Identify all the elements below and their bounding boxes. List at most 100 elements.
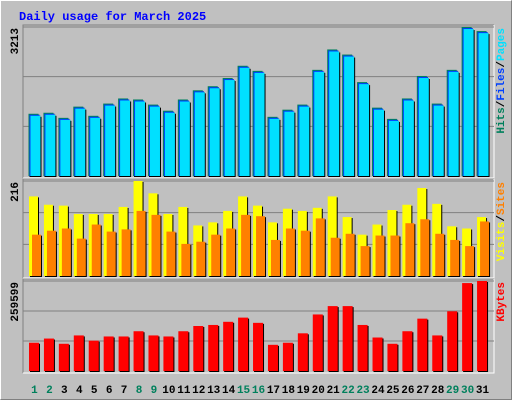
bar <box>254 72 265 176</box>
bar <box>179 101 190 176</box>
bar <box>149 106 160 176</box>
x-tick-label: 31 <box>476 385 490 397</box>
chart-title: Daily usage for March 2025 <box>19 10 206 24</box>
bar <box>359 84 370 176</box>
bar <box>357 324 368 371</box>
x-tick-label: 15 <box>237 385 251 397</box>
bar <box>166 231 176 276</box>
bar <box>480 221 490 276</box>
legend-entry: Pages <box>496 28 508 61</box>
bar <box>433 105 444 176</box>
bar <box>211 234 221 276</box>
bar <box>282 342 293 371</box>
legend-entry: Sites <box>496 182 508 215</box>
bar <box>312 314 323 371</box>
bar <box>90 117 101 176</box>
bar <box>43 338 54 371</box>
bar <box>285 228 295 276</box>
x-tick-label: 12 <box>192 385 205 397</box>
bar <box>60 119 71 176</box>
bar <box>418 78 429 176</box>
x-tick-label: 16 <box>252 385 265 397</box>
bar <box>103 336 114 371</box>
bar <box>105 105 116 176</box>
bar <box>269 118 280 176</box>
bar <box>420 219 430 276</box>
bar <box>45 114 56 176</box>
bar <box>465 246 475 276</box>
bar <box>226 228 236 276</box>
bar <box>360 246 370 276</box>
legend-entry: Visits <box>496 222 508 262</box>
bar <box>223 321 234 371</box>
bar <box>270 239 280 276</box>
bar <box>300 230 310 276</box>
x-tick-label: 18 <box>282 385 296 397</box>
x-tick-label: 17 <box>267 385 280 397</box>
bar <box>163 336 174 371</box>
x-tick-label: 9 <box>151 385 158 397</box>
panel-highlight <box>23 25 495 179</box>
y-tick-label: 3213 <box>10 28 22 55</box>
x-tick-label: 11 <box>177 385 191 397</box>
y-tick-label: 216 <box>10 182 22 202</box>
panel-shadow <box>22 278 494 373</box>
bar <box>327 306 338 371</box>
x-tick-label: 21 <box>327 385 341 397</box>
x-tick-label: 27 <box>416 385 429 397</box>
x-tick-label: 6 <box>106 385 113 397</box>
bar <box>135 101 146 176</box>
bar <box>178 206 188 276</box>
bar <box>209 88 220 176</box>
x-tick-label: 29 <box>446 385 459 397</box>
bar <box>133 331 144 371</box>
bar <box>241 214 251 276</box>
x-tick-label: 1 <box>31 385 38 397</box>
x-tick-label: 13 <box>207 385 221 397</box>
bar <box>403 100 414 176</box>
x-tick-label: 28 <box>431 385 445 397</box>
bar <box>136 210 146 276</box>
bar <box>463 29 474 176</box>
bar <box>284 111 295 176</box>
x-tick-label: 3 <box>61 385 68 397</box>
bar <box>181 243 191 276</box>
x-tick-label: 20 <box>312 385 325 397</box>
bar <box>121 229 131 276</box>
bar <box>267 344 278 371</box>
legend: Hits/Files/Pages <box>496 28 508 134</box>
bar <box>374 109 385 176</box>
x-tick-label: 30 <box>461 385 474 397</box>
panel-shadow <box>22 24 494 178</box>
bar <box>314 71 325 176</box>
x-tick-label: 2 <box>46 385 53 397</box>
legend-entry: Hits <box>496 107 508 133</box>
bar <box>238 317 249 371</box>
bar <box>151 214 161 276</box>
bar <box>239 67 250 176</box>
x-tick-label: 19 <box>297 385 310 397</box>
bar <box>297 333 308 371</box>
bar <box>118 336 129 371</box>
bar <box>196 241 206 276</box>
bar <box>91 224 101 276</box>
bar <box>462 283 473 371</box>
bar <box>73 335 84 371</box>
bar <box>253 322 264 371</box>
bar <box>193 325 204 371</box>
bar <box>256 216 266 276</box>
bar <box>345 233 355 276</box>
x-tick-label: 25 <box>386 385 400 397</box>
panel-highlight <box>23 179 495 279</box>
x-tick-label: 5 <box>91 385 98 397</box>
x-tick-label: 10 <box>162 385 175 397</box>
bar <box>76 238 86 276</box>
panel-shadow <box>22 178 494 278</box>
bar <box>478 33 489 176</box>
bar <box>432 335 443 371</box>
bar <box>46 230 56 276</box>
bar <box>450 239 460 276</box>
bar <box>342 306 353 371</box>
x-tick-label: 4 <box>76 385 83 397</box>
bar <box>224 80 235 176</box>
